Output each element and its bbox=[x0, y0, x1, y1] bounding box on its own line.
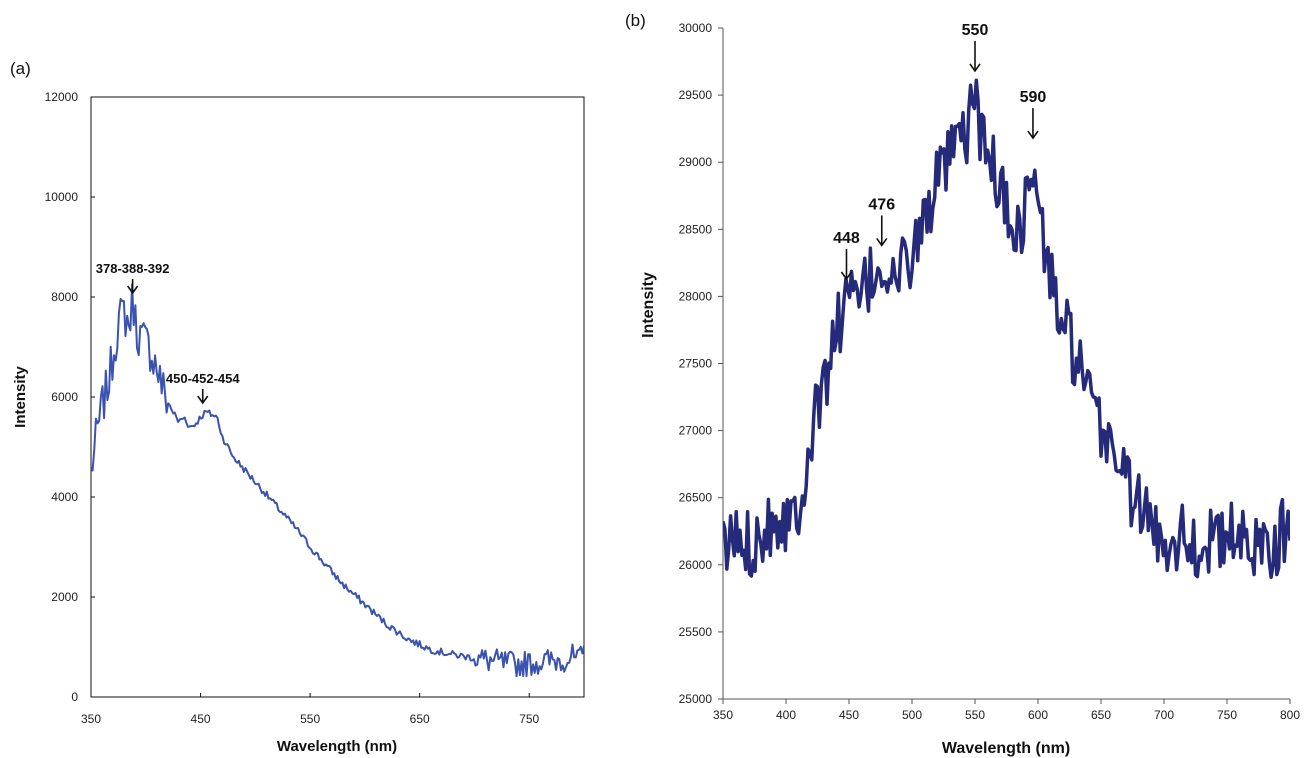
annotation-label: 550 bbox=[962, 22, 989, 39]
annotation-label: 450-452-454 bbox=[166, 371, 240, 386]
y-tick-label: 27500 bbox=[679, 357, 713, 371]
y-axis-title-a: Intensity bbox=[12, 366, 29, 428]
x-tick-label: 550 bbox=[300, 712, 320, 726]
x-tick-label: 600 bbox=[1028, 708, 1048, 722]
annotations-a: 378-388-392 450-452-454 bbox=[96, 261, 240, 405]
chart-panel-a: (a) 0 2000 4000 6000 8000 10000 12000 350 450 55… bbox=[10, 59, 585, 755]
x-tick-label: 700 bbox=[1154, 708, 1174, 722]
series-line-b bbox=[723, 78, 1290, 580]
y-axis-ticks-a: 0 2000 4000 6000 8000 10000 12000 bbox=[45, 90, 95, 704]
y-tick-label: 0 bbox=[71, 690, 78, 704]
y-tick-label: 26000 bbox=[679, 558, 713, 572]
x-axis-ticks-a: 350 450 550 650 750 bbox=[81, 693, 540, 726]
y-tick-label: 29000 bbox=[679, 155, 713, 169]
y-tick-label: 2000 bbox=[51, 590, 78, 604]
x-axis-ticks-b: 350 400 450 500 550 600 650 700 750 800 bbox=[713, 699, 1300, 722]
y-tick-label: 25500 bbox=[679, 625, 713, 639]
x-tick-label: 650 bbox=[1091, 708, 1111, 722]
x-tick-label: 450 bbox=[839, 708, 859, 722]
series-line-a bbox=[91, 283, 584, 678]
annotation-label: 378-388-392 bbox=[96, 261, 170, 276]
x-tick-label: 500 bbox=[902, 708, 922, 722]
panel-label-a: (a) bbox=[10, 59, 31, 78]
y-tick-label: 25000 bbox=[679, 692, 713, 706]
y-axis-ticks-b: 25000 25500 26000 26500 27000 27500 28000 28500… bbox=[679, 21, 723, 706]
annotation-arrowhead bbox=[1027, 130, 1039, 140]
chart-panel-b: (b) 250002550026000265002700027500280002… bbox=[625, 11, 1300, 757]
annotation-label: 476 bbox=[868, 196, 895, 213]
y-tick-label: 29500 bbox=[679, 88, 713, 102]
annotation-arrowhead bbox=[969, 63, 981, 73]
y-tick-label: 27000 bbox=[679, 424, 713, 438]
y-tick-label: 12000 bbox=[45, 90, 79, 104]
y-tick-label: 10000 bbox=[45, 190, 79, 204]
x-tick-label: 350 bbox=[81, 712, 101, 726]
x-tick-label: 550 bbox=[965, 708, 985, 722]
x-tick-label: 650 bbox=[410, 712, 430, 726]
x-tick-label: 750 bbox=[1217, 708, 1237, 722]
x-tick-label: 350 bbox=[713, 708, 733, 722]
annotation-label: 448 bbox=[833, 230, 860, 247]
y-tick-label: 30000 bbox=[679, 21, 713, 35]
x-tick-label: 750 bbox=[519, 712, 539, 726]
y-tick-label: 6000 bbox=[51, 390, 78, 404]
x-tick-label: 450 bbox=[191, 712, 211, 726]
y-tick-label: 26500 bbox=[679, 491, 713, 505]
annotation-arrowhead bbox=[126, 285, 139, 295]
annotations-b: 448 476 550 590 bbox=[833, 22, 1047, 281]
x-tick-label: 400 bbox=[776, 708, 796, 722]
y-tick-label: 4000 bbox=[51, 490, 78, 504]
y-axis-title-b: Intensity bbox=[640, 272, 657, 338]
panel-label-b: (b) bbox=[625, 11, 646, 30]
x-tick-label: 800 bbox=[1280, 708, 1300, 722]
axes-b bbox=[722, 28, 1290, 700]
y-tick-label: 28000 bbox=[679, 289, 713, 303]
annotation-label: 590 bbox=[1020, 89, 1047, 106]
y-tick-label: 28500 bbox=[679, 222, 713, 236]
y-tick-label: 8000 bbox=[51, 290, 78, 304]
annotation-arrowhead bbox=[876, 237, 888, 247]
x-axis-title-b: Wavelength (nm) bbox=[942, 740, 1070, 757]
annotation-arrowhead bbox=[197, 395, 209, 405]
x-axis-title-a: Wavelength (nm) bbox=[277, 738, 397, 755]
plot-frame-a bbox=[90, 96, 585, 698]
annotation-arrowhead bbox=[840, 271, 853, 281]
